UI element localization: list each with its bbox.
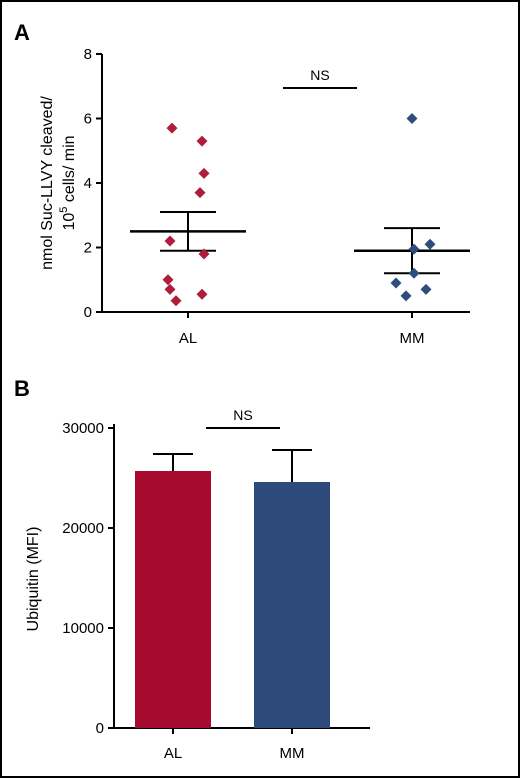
panel-a-marks: [130, 113, 470, 307]
panel-a-annotation: NS: [283, 67, 357, 89]
panel-b-letter: B: [14, 376, 30, 401]
data-point: [166, 122, 178, 134]
ns-label: NS: [233, 407, 252, 423]
data-point: [424, 238, 436, 250]
x-tick-label: AL: [164, 745, 182, 762]
y-tick-label: 2: [84, 240, 92, 257]
panel-b: B Ubiquitin (MFI) AL MM 0 10000 20000 30000 N…: [14, 376, 370, 762]
y-tick-label: 20000: [62, 520, 104, 537]
y-tick-label: 10000: [62, 620, 104, 637]
bar-mm: [254, 482, 330, 728]
y-tick-label: 4: [84, 175, 92, 192]
panel-a-axes: 0 2 4 6 8 AL MM: [84, 46, 470, 347]
data-point: [162, 274, 174, 286]
data-point: [196, 135, 208, 147]
data-point: [196, 288, 208, 300]
data-point: [420, 283, 432, 295]
data-point: [164, 283, 176, 295]
x-tick-label: AL: [179, 330, 197, 347]
panel-b-marks: [135, 449, 330, 728]
panel-b-annotation: NS: [206, 407, 280, 429]
panel-b-ylabel: Ubiquitin (MFI): [25, 527, 42, 632]
x-tick-label: MM: [280, 745, 305, 762]
data-point: [164, 235, 176, 247]
data-point: [400, 290, 412, 302]
ylabel-base: 10: [61, 213, 78, 231]
data-point: [194, 187, 206, 199]
bar-al: [135, 471, 211, 728]
y-tick-label: 0: [84, 304, 92, 321]
x-tick-label: MM: [400, 330, 425, 347]
ylabel-sup: 5: [58, 207, 70, 213]
data-point: [408, 243, 420, 255]
panel-a-letter: A: [14, 20, 30, 45]
y-tick-label: 30000: [62, 420, 104, 437]
y-tick-label: 6: [84, 111, 92, 128]
panel-a-ylabel-line2: 105 cells/ min: [58, 135, 78, 230]
y-tick-label: 8: [84, 46, 92, 63]
panel-a: A nmol Suc-LLVY cleaved/ 105 cells/ min …: [14, 20, 470, 347]
ns-label: NS: [310, 67, 329, 83]
y-tick-label: 0: [96, 720, 104, 737]
data-point: [170, 295, 182, 307]
data-point: [198, 167, 210, 179]
panel-a-ylabel-line1: nmol Suc-LLVY cleaved/: [39, 96, 56, 270]
ylabel-rest: cells/ min: [61, 135, 78, 206]
data-point: [198, 248, 210, 260]
data-point: [390, 277, 402, 289]
data-point: [406, 113, 418, 124]
data-point: [408, 267, 420, 279]
